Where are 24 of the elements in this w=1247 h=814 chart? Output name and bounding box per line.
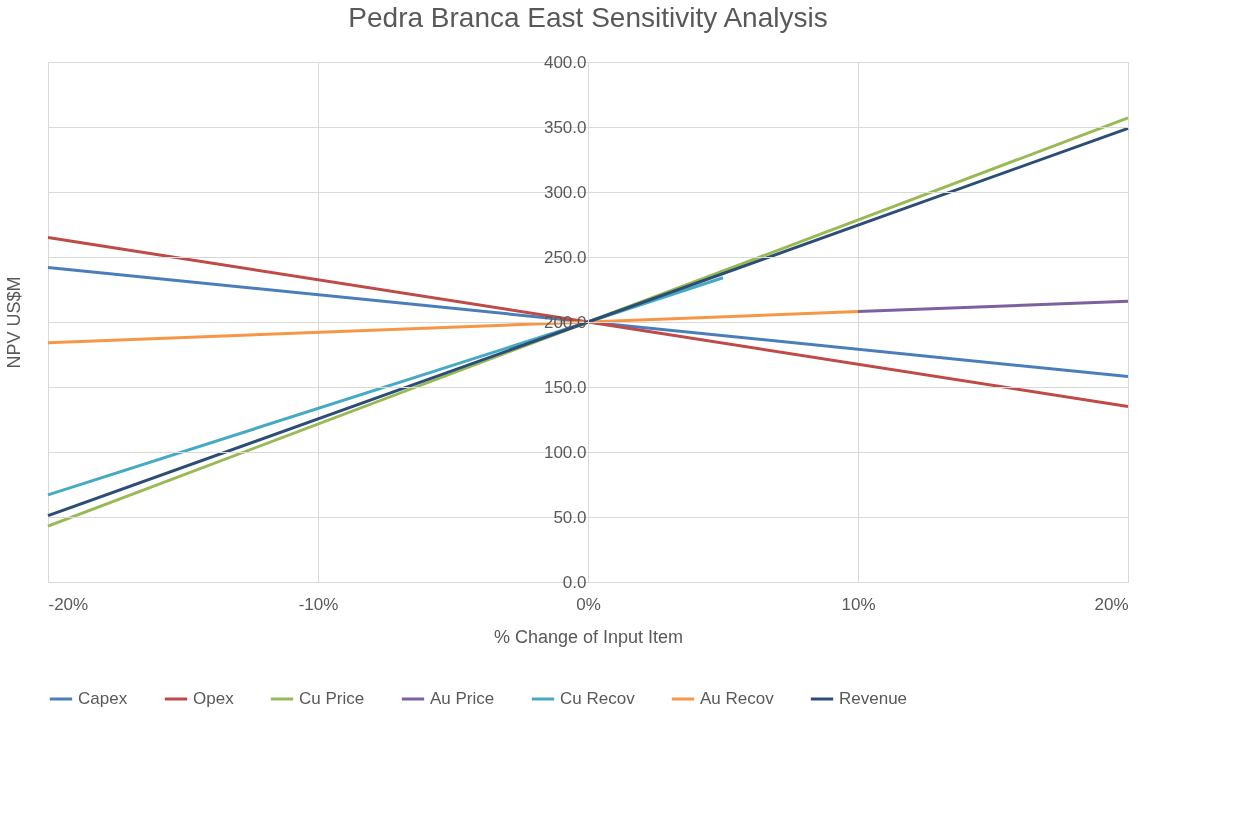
x-tick-label: -10% <box>298 594 339 614</box>
legend-label: Revenue <box>839 689 908 708</box>
y-tick-label: 50.0 <box>553 507 587 527</box>
chart-title: Pedra Branca East Sensitivity Analysis <box>348 2 828 33</box>
y-tick-label: 250.0 <box>543 247 587 267</box>
y-tick-label: 300.0 <box>543 182 587 202</box>
legend-label: Cu Price <box>299 689 365 708</box>
legend-label: Au Price <box>430 689 495 708</box>
x-tick-label: 0% <box>576 594 601 614</box>
x-tick-label: 10% <box>841 594 876 614</box>
legend-label: Au Recov <box>700 689 775 708</box>
legend-label: Capex <box>78 689 128 708</box>
legend-label: Cu Recov <box>560 689 636 708</box>
y-tick-label: 350.0 <box>543 117 587 137</box>
y-tick-label: 100.0 <box>543 442 587 462</box>
y-axis-title: NPV US$M <box>3 276 24 369</box>
x-tick-label: -20% <box>48 594 89 614</box>
legend-label: Opex <box>193 689 235 708</box>
x-tick-label: 20% <box>1094 594 1129 614</box>
y-tick-label: 400.0 <box>543 52 587 72</box>
y-tick-label: 150.0 <box>543 377 587 397</box>
x-axis-title: % Change of Input Item <box>493 626 684 647</box>
y-tick-label: 0.0 <box>562 572 587 592</box>
y-tick-label: 200.0 <box>543 312 587 332</box>
